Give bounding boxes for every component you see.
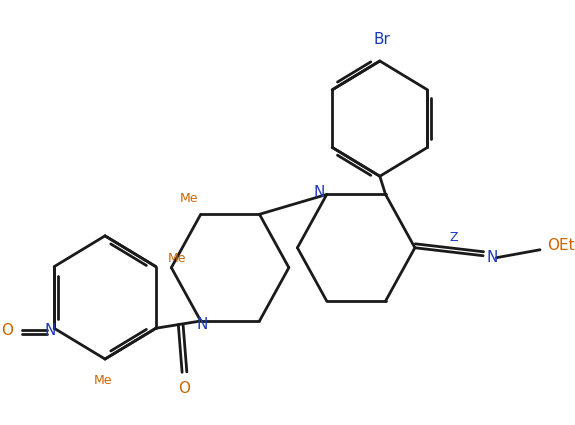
Text: Br: Br <box>373 31 390 47</box>
Text: N: N <box>197 317 208 332</box>
Text: Z: Z <box>450 231 458 244</box>
Text: Me: Me <box>180 192 198 205</box>
Text: Me: Me <box>94 374 112 388</box>
Text: Me: Me <box>167 252 186 265</box>
Text: N: N <box>487 250 499 265</box>
Text: N: N <box>45 323 56 338</box>
Text: O: O <box>1 323 13 338</box>
Text: N: N <box>313 185 325 200</box>
Text: O: O <box>178 381 190 396</box>
Text: OEt: OEt <box>547 238 574 253</box>
